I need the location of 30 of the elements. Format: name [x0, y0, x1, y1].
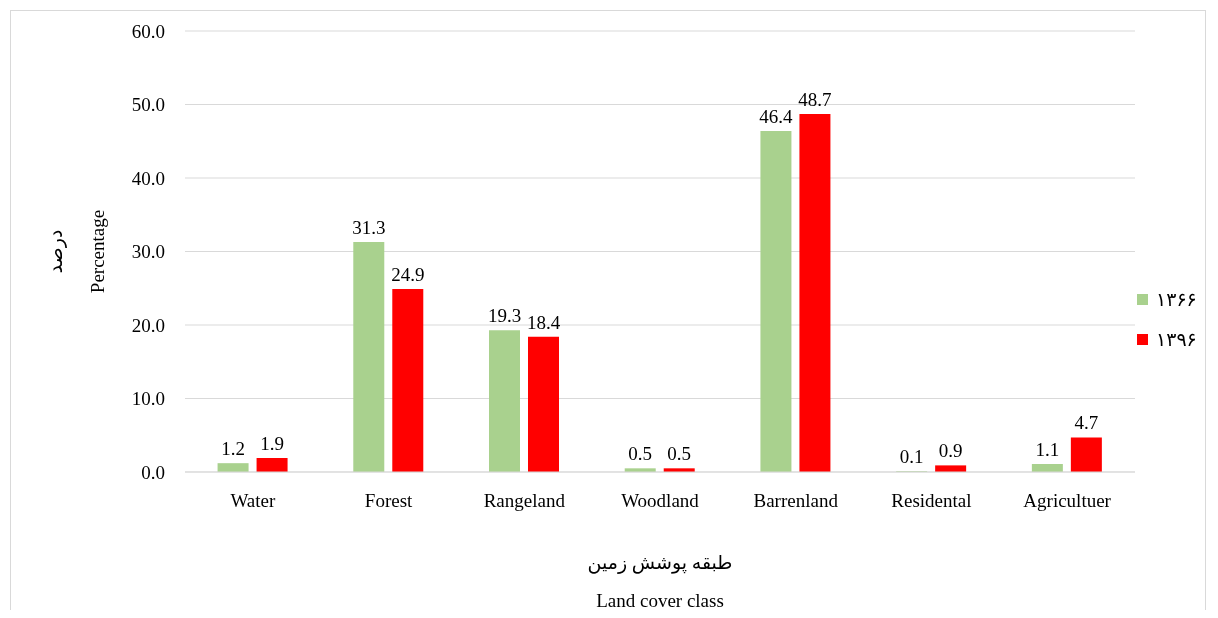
- data-label: 31.3: [352, 216, 386, 238]
- data-label: 1.1: [1035, 438, 1060, 460]
- x-tick-label: Agricultuer: [1023, 490, 1112, 512]
- y-tick-label: 10.0: [131, 388, 165, 410]
- x-tick-label: Water: [230, 490, 276, 512]
- y-tick-label: 40.0: [131, 167, 165, 189]
- data-label: 0.1: [899, 446, 924, 468]
- data-label: 24.9: [391, 263, 425, 285]
- data-label: 1.2: [221, 438, 245, 460]
- legend-label: ۱۳۹۶: [1156, 328, 1197, 350]
- x-tick-label: Barrenland: [753, 490, 839, 512]
- y-tick-label: 30.0: [131, 241, 165, 263]
- y-tick-label: 60.0: [131, 20, 165, 42]
- data-label: 19.3: [487, 305, 522, 327]
- x-tick-label: Forest: [364, 490, 414, 512]
- data-label: 0.5: [667, 443, 692, 465]
- y-tick-label: 0.0: [141, 461, 165, 483]
- data-label: 48.7: [798, 89, 832, 111]
- x-tick-label: Residental: [891, 490, 972, 512]
- data-label: 1.9: [260, 433, 284, 455]
- data-label: 4.7: [1074, 412, 1099, 434]
- data-label: 46.4: [759, 105, 794, 127]
- x-tick-label: Rangeland: [483, 490, 566, 512]
- legend-label: ۱۳۶۶: [1156, 288, 1197, 310]
- y-tick-label: 50.0: [131, 94, 165, 116]
- x-tick-label: Woodland: [621, 490, 700, 512]
- data-label: 0.5: [628, 443, 653, 465]
- data-label: 18.4: [526, 311, 561, 333]
- y-tick-label: 20.0: [131, 314, 165, 336]
- data-label: 0.9: [938, 440, 963, 462]
